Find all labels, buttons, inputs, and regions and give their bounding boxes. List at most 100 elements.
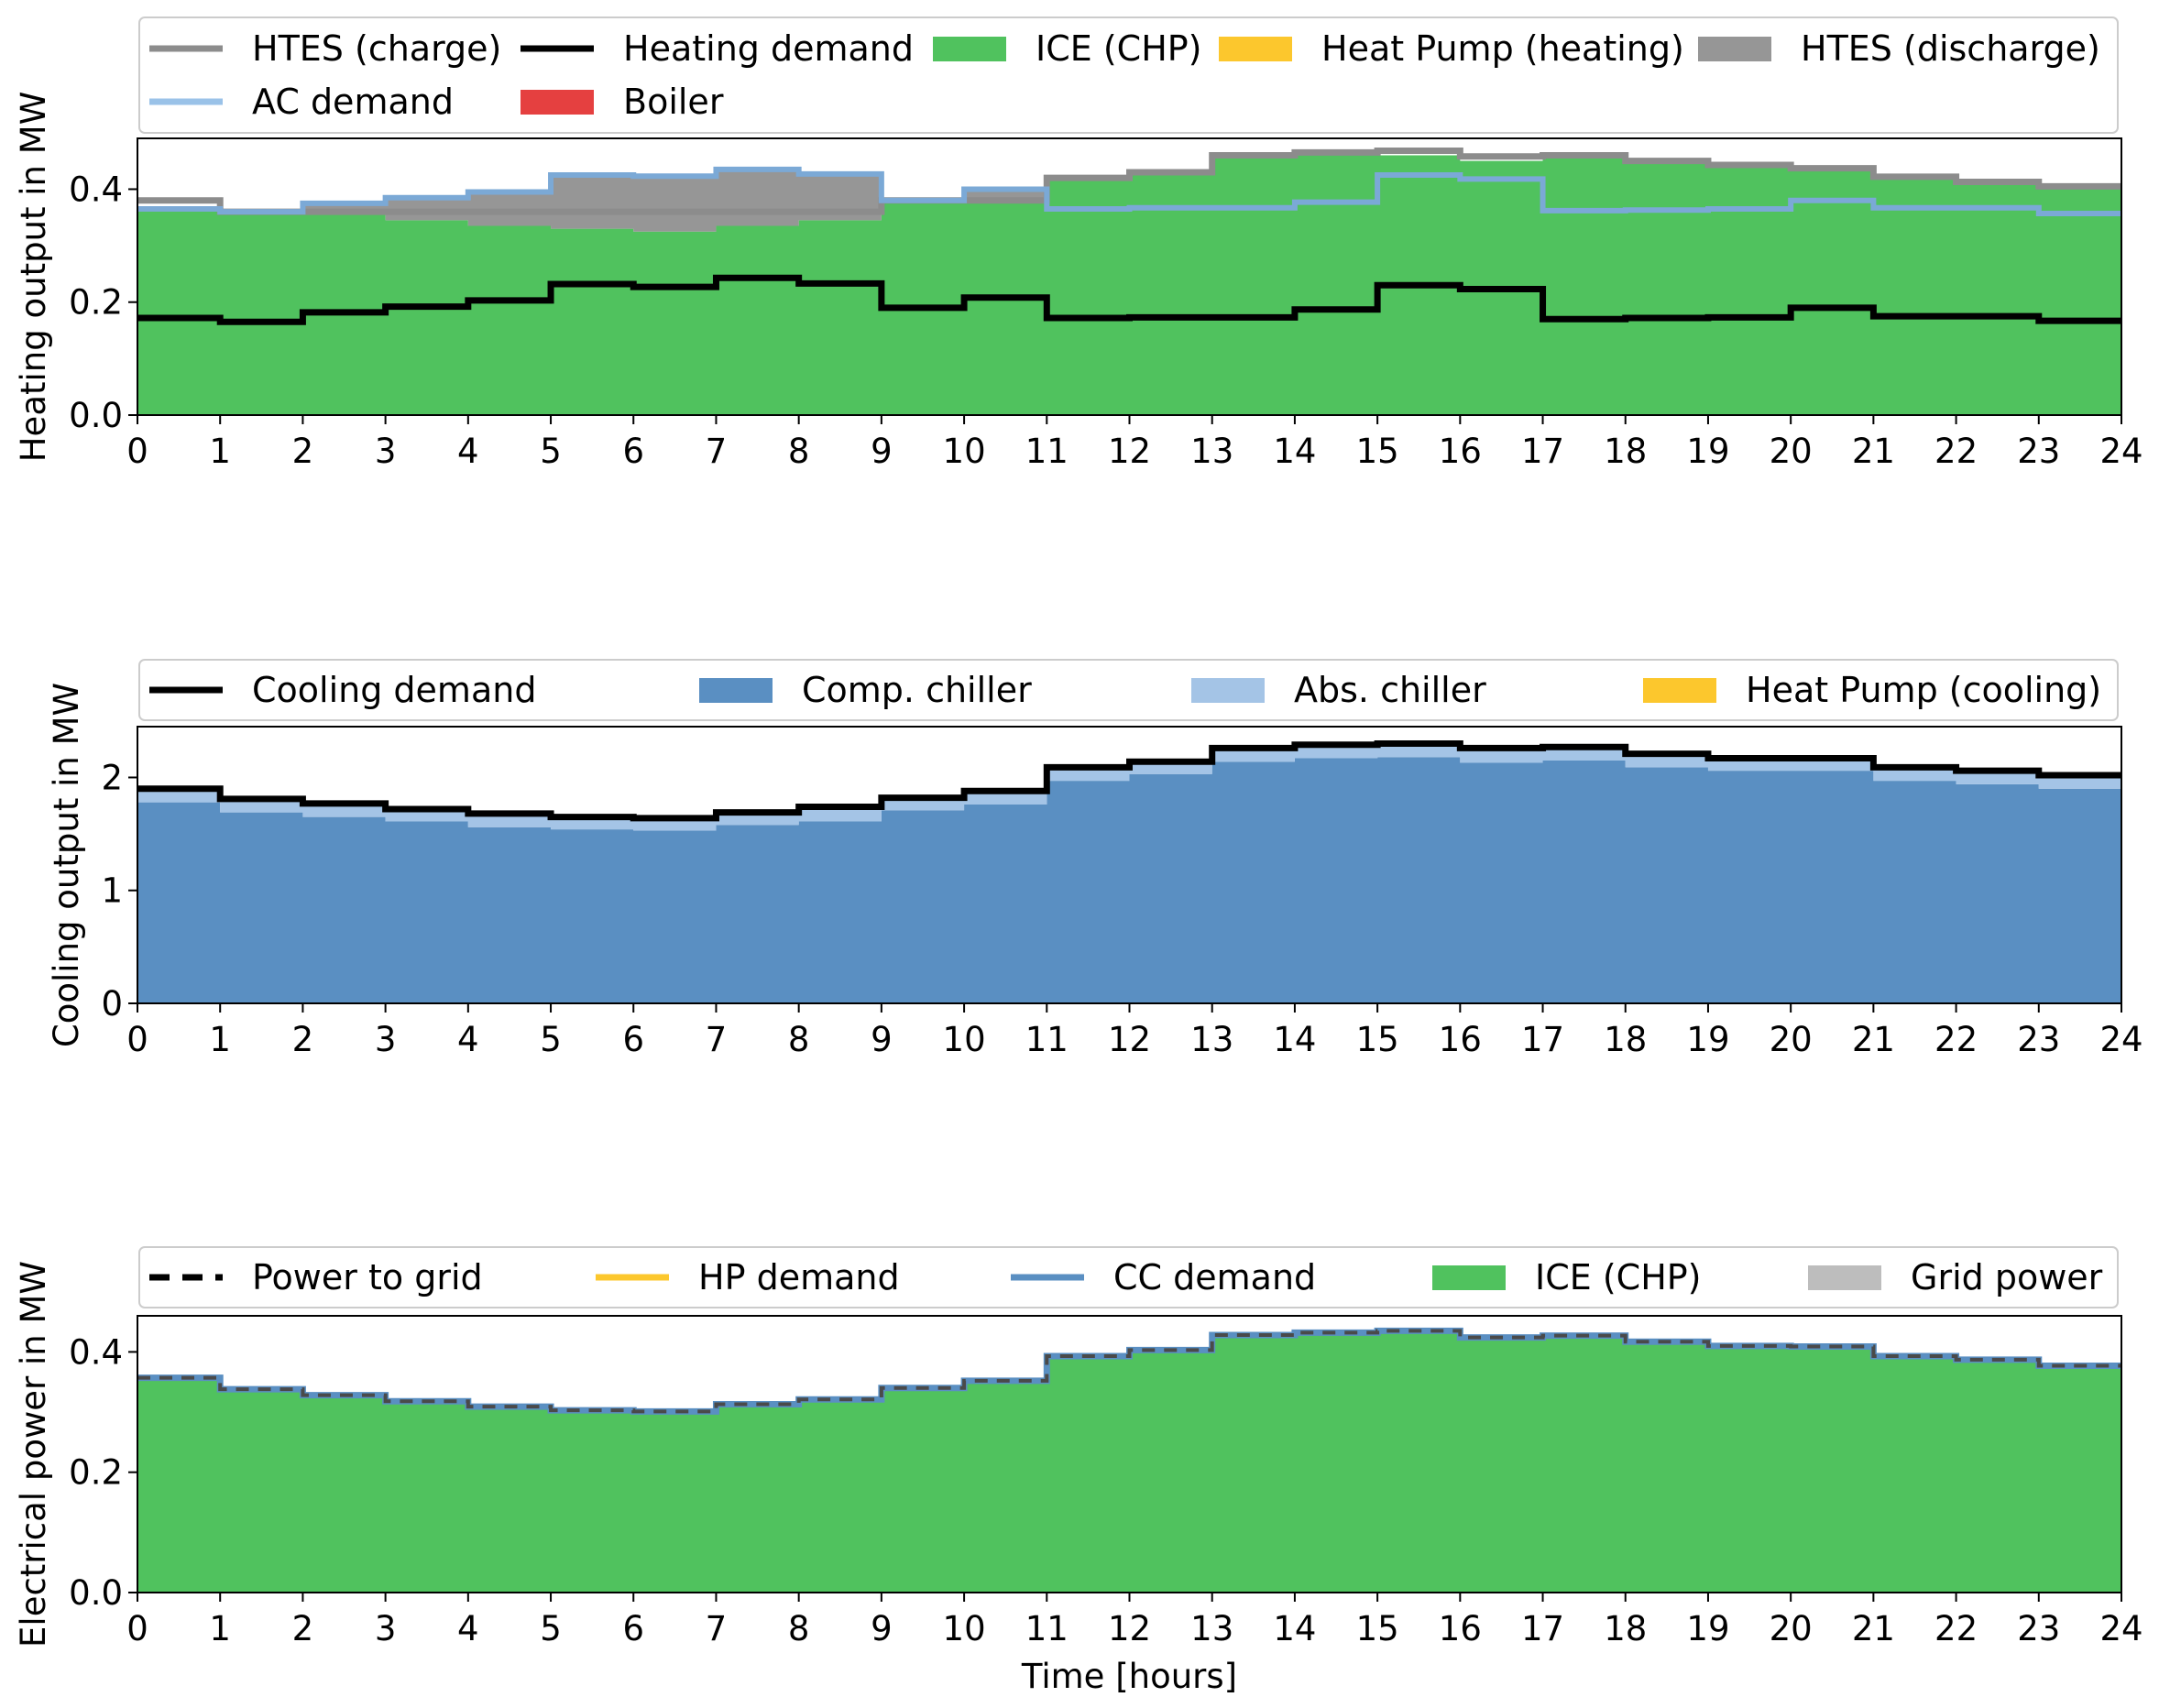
- x-axis: 0 1 2 3 4 5 6 7 8 9 10 11 12 13 14 15 16 17 18 19 20 21 22 23 24: [126, 1593, 2143, 1648]
- legend-item-cooling-demand: Cooling demand: [149, 670, 536, 710]
- legend-item-abs-chiller: Abs. chiller: [1191, 670, 1486, 710]
- x-tick-label: 1: [209, 1609, 231, 1648]
- x-tick-label: 24: [2099, 1020, 2143, 1059]
- y-tick-label: 0.4: [69, 170, 123, 209]
- y-tick-label: 0.2: [69, 283, 123, 323]
- legend-swatch: [521, 90, 594, 115]
- legend-label: Heat Pump (cooling): [1746, 670, 2101, 710]
- x-tick-label: 23: [2017, 1609, 2060, 1648]
- legend-item-heat-pump-cooling: Heat Pump (cooling): [1643, 670, 2101, 710]
- y-axis: 0.0 0.2 0.4: [69, 170, 137, 435]
- x-tick-label: 3: [375, 432, 397, 471]
- x-tick-label: 22: [1934, 1609, 1978, 1648]
- x-tick-label: 11: [1025, 1020, 1069, 1059]
- y-axis: 0.0 0.2 0.4: [69, 1332, 137, 1613]
- legend-item-heating-demand: Heating demand: [521, 28, 914, 69]
- x-tick-label: 19: [1686, 1020, 1729, 1059]
- x-tick-label: 2: [292, 1609, 314, 1648]
- legend-item-grid-power: Grid power: [1808, 1257, 2103, 1297]
- x-tick-label: 7: [706, 1609, 728, 1648]
- x-tick-label: 24: [2099, 1609, 2143, 1648]
- x-tick-label: 3: [375, 1609, 397, 1648]
- x-tick-label: 6: [622, 1609, 644, 1648]
- x-tick-label: 8: [788, 1020, 810, 1059]
- x-tick-label: 14: [1273, 432, 1316, 471]
- legend-swatch: [1219, 37, 1292, 61]
- x-tick-label: 21: [1852, 1020, 1895, 1059]
- x-tick-label: 5: [540, 432, 562, 471]
- x-tick-label: 2: [292, 432, 314, 471]
- x-tick-label: 17: [1521, 1020, 1564, 1059]
- x-tick-label: 15: [1356, 1020, 1399, 1059]
- legend-label: HTES (discharge): [1801, 28, 2100, 69]
- y-tick-label: 0.0: [69, 1573, 123, 1613]
- legend-item-boiler: Boiler: [521, 82, 724, 122]
- legend-item-htes-charge: HTES (charge): [149, 28, 501, 69]
- x-tick-label: 12: [1108, 1020, 1151, 1059]
- line-cooling-demand: [137, 739, 2121, 822]
- legend-item-cc-demand: CC demand: [1011, 1257, 1316, 1297]
- area-abs-chiller: [137, 744, 2121, 831]
- x-tick-label: 8: [788, 432, 810, 471]
- legend-item-comp-chiller: Comp. chiller: [699, 670, 1032, 710]
- line-heating-demand: [137, 274, 2121, 325]
- legend-label: ICE (CHP): [1535, 1257, 1702, 1297]
- legend: Cooling demand Comp. chiller Abs. chiller H…: [138, 659, 2119, 721]
- legend-swatch: [1191, 678, 1265, 703]
- chart-panel-2: 0 1 2 3 4 5 6 7 8 9 10 11 12 13 14 15 16 17 18 19 20 21 22 23 24…: [47, 659, 2143, 1059]
- x-tick-label: 5: [540, 1609, 562, 1648]
- x-tick-label: 7: [706, 432, 728, 471]
- legend-item-ice-chp: ICE (CHP): [1432, 1257, 1702, 1297]
- line-htes-charge: [137, 148, 2121, 215]
- x-tick-label: 0: [126, 432, 148, 471]
- x-axis: 0 1 2 3 4 5 6 7 8 9 10 11 12 13 14 15 16 17 18 19 20 21 22 23 24: [126, 1003, 2143, 1059]
- x-tick-label: 18: [1604, 432, 1647, 471]
- legend-label: Comp. chiller: [802, 670, 1032, 710]
- x-tick-label: 13: [1190, 432, 1233, 471]
- legend-label: Cooling demand: [252, 670, 536, 710]
- x-tick-label: 1: [209, 432, 231, 471]
- y-tick-label: 1: [101, 871, 123, 911]
- legend-label: HP demand: [698, 1257, 900, 1297]
- x-tick-label: 13: [1190, 1020, 1233, 1059]
- legend-item-heat-pump-heating: Heat Pump (heating): [1219, 28, 1684, 69]
- plot-area: [137, 148, 2121, 415]
- legend: HTES (charge) Heating demand ICE (CHP) Heat…: [138, 16, 2119, 134]
- x-tick-label: 21: [1852, 432, 1895, 471]
- x-tick-label: 24: [2099, 432, 2143, 471]
- x-tick-label: 6: [622, 432, 644, 471]
- x-tick-label: 22: [1934, 1020, 1978, 1059]
- x-tick-label: 19: [1686, 432, 1729, 471]
- x-axis: 0 1 2 3 4 5 6 7 8 9 10 11 12 13 14 15 16 17 18 19 20 21 22 23 24: [126, 415, 2143, 471]
- legend-label: AC demand: [252, 82, 454, 122]
- area-ice-chp: [137, 155, 2121, 415]
- y-axis-label: Cooling output in MW: [47, 683, 86, 1047]
- legend-swatch: [1808, 1265, 1881, 1290]
- x-tick-label: 21: [1852, 1609, 1895, 1648]
- x-tick-label: 0: [126, 1609, 148, 1648]
- legend-label: Power to grid: [252, 1257, 483, 1297]
- legend-swatch: [1432, 1265, 1506, 1290]
- legend-item-ac-demand: AC demand: [149, 82, 454, 122]
- legend-label: Grid power: [1911, 1257, 2103, 1297]
- legend-item-power-to-grid: Power to grid: [149, 1257, 483, 1297]
- legend-box: [138, 1246, 2119, 1308]
- y-tick-label: 0.0: [69, 396, 123, 435]
- x-tick-label: 18: [1604, 1020, 1647, 1059]
- x-tick-label: 17: [1521, 432, 1564, 471]
- x-tick-label: 15: [1356, 1609, 1399, 1648]
- x-tick-label: 0: [126, 1020, 148, 1059]
- y-axis: 0 1 2: [101, 758, 137, 1024]
- x-tick-label: 5: [540, 1020, 562, 1059]
- legend-label: Boiler: [623, 82, 724, 122]
- x-tick-label: 20: [1770, 432, 1813, 471]
- plot-area: [137, 739, 2121, 1003]
- chart-panel-3: 0 1 2 3 4 5 6 7 8 9 10 11 12 13 14 15 16 17 18 19 20 21 22 23 24…: [14, 1246, 2143, 1696]
- area-comp-chiller: [137, 757, 2121, 1003]
- x-tick-label: 11: [1025, 432, 1069, 471]
- area-ice-chp: [137, 1330, 2121, 1593]
- x-tick-label: 4: [457, 432, 479, 471]
- x-tick-label: 7: [706, 1020, 728, 1059]
- x-tick-label: 4: [457, 1020, 479, 1059]
